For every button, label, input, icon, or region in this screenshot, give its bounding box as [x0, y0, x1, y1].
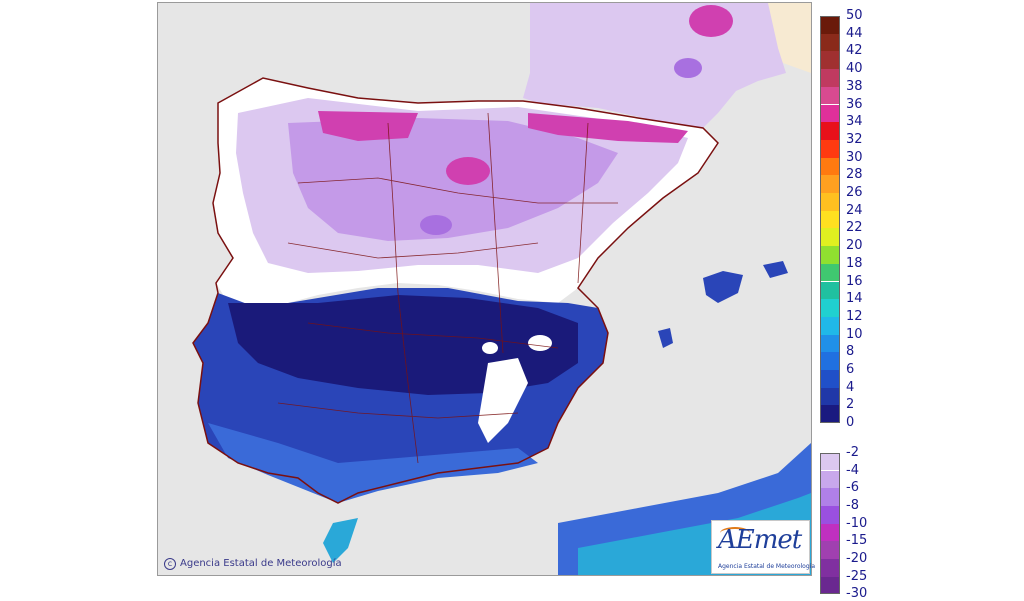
legend-cold-frame — [820, 452, 840, 595]
legend-label: 4 — [846, 379, 855, 395]
snow-patch-2 — [482, 342, 498, 354]
legend-label: 24 — [846, 202, 863, 218]
legend-label: -4 — [846, 462, 859, 478]
legend-label: 30 — [846, 149, 863, 165]
aemet-logo: AEmet Agencia Estatal de Meteorología — [711, 520, 815, 574]
legend-label: -20 — [846, 551, 868, 566]
legend-label: 20 — [846, 238, 863, 254]
copyright-text: Agencia Estatal de Meteorología — [180, 558, 342, 569]
legend-label: 18 — [846, 255, 863, 271]
snow-patch-1 — [528, 335, 552, 351]
cold-spot-central — [420, 215, 452, 235]
legend-label: 44 — [846, 25, 863, 41]
island-mallorca — [703, 271, 743, 303]
legend-label: 34 — [846, 114, 863, 130]
legend-label: 38 — [846, 78, 863, 94]
legend-label: -8 — [846, 497, 859, 513]
logo-swoosh-icon — [720, 527, 750, 539]
legend-label: -6 — [846, 480, 859, 496]
legend-label: -10 — [846, 515, 868, 531]
legend-label: 12 — [846, 308, 863, 324]
legend-label: -25 — [846, 568, 868, 584]
legend-label: 22 — [846, 220, 863, 236]
cold-spot-iberian — [446, 157, 490, 185]
legend-label: 50 — [846, 8, 863, 23]
legend-label: 6 — [846, 362, 855, 377]
legend-label: -15 — [846, 533, 868, 549]
cold-spot-pyrenees — [528, 113, 688, 143]
legend-label: 26 — [846, 185, 863, 200]
legend-label: 36 — [846, 96, 863, 112]
province-borders — [277, 112, 618, 464]
legend-label: 16 — [846, 273, 863, 289]
legend-label: 40 — [846, 61, 863, 77]
sierra-nevada-snow — [478, 358, 528, 443]
legend-label: 8 — [846, 344, 855, 360]
island-menorca — [763, 261, 788, 278]
logo-brand: AEmet — [718, 525, 802, 555]
legend-label: 14 — [846, 291, 863, 307]
legend-label: -30 — [846, 586, 868, 601]
cold-spot-massif — [674, 58, 702, 78]
cold-spot-alps — [689, 5, 733, 37]
coastline — [192, 77, 719, 504]
legend-label: 2 — [846, 397, 855, 413]
temperature-map — [157, 2, 812, 576]
copyright-notice: c Agencia Estatal de Meteorología — [164, 558, 342, 570]
copyright-icon: c — [164, 558, 176, 570]
map-canvas — [158, 3, 811, 575]
legend-warm-frame — [820, 16, 840, 424]
island-ibiza — [658, 328, 673, 348]
gibraltar-strait — [323, 518, 358, 563]
legend-label: 32 — [846, 131, 863, 147]
mid-blue-coast — [208, 423, 538, 503]
cold-spot-cantabria — [318, 111, 418, 141]
legend-label: 42 — [846, 43, 863, 59]
legend-label: 0 — [846, 415, 855, 431]
legend-label: 10 — [846, 326, 863, 342]
logo-brand-text: AEmet — [718, 525, 802, 555]
legend-label: -2 — [846, 444, 859, 460]
legend-label: 28 — [846, 167, 863, 183]
logo-subtitle: Agencia Estatal de Meteorología — [718, 563, 815, 570]
